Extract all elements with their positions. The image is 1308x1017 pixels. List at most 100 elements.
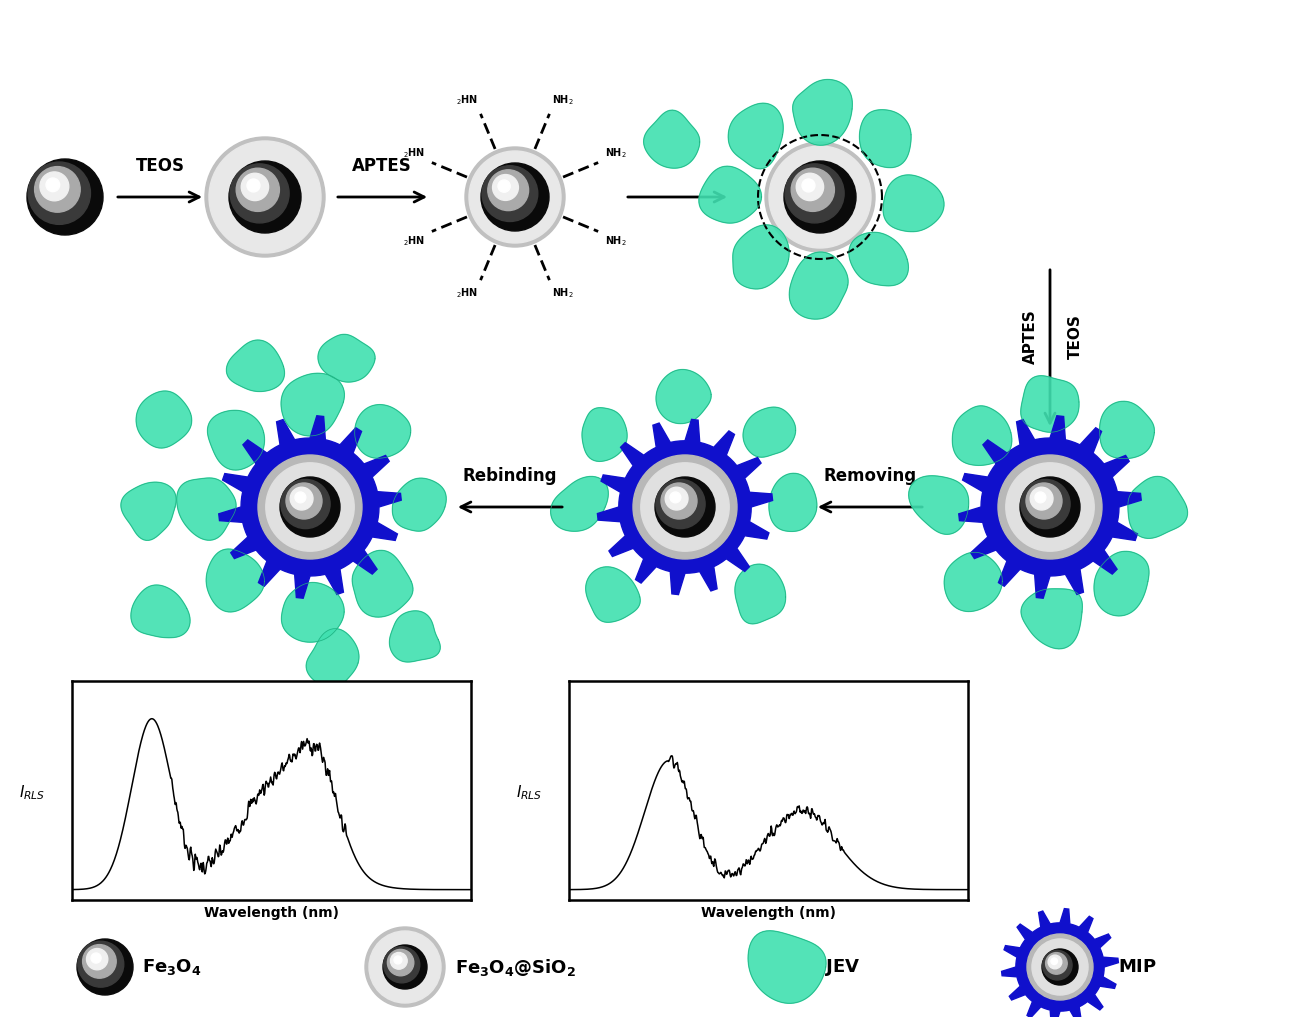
Circle shape (230, 164, 289, 223)
Polygon shape (698, 166, 761, 223)
Text: $_2$HN: $_2$HN (455, 287, 477, 300)
Circle shape (290, 487, 313, 510)
Polygon shape (657, 369, 712, 423)
Circle shape (46, 178, 60, 191)
Circle shape (641, 463, 729, 551)
Polygon shape (748, 931, 827, 1004)
Polygon shape (354, 405, 411, 459)
Circle shape (1025, 483, 1062, 519)
Polygon shape (732, 225, 789, 289)
Polygon shape (136, 391, 192, 448)
Text: Removing: Removing (824, 467, 917, 485)
Circle shape (488, 170, 528, 211)
Circle shape (266, 463, 354, 551)
Circle shape (78, 942, 124, 988)
Circle shape (41, 172, 69, 200)
Polygon shape (1093, 551, 1148, 616)
Text: $\mathbf{Fe_3O_4@SiO_2}$: $\mathbf{Fe_3O_4@SiO_2}$ (455, 957, 576, 977)
Circle shape (92, 953, 101, 963)
Polygon shape (959, 416, 1142, 598)
Polygon shape (1020, 375, 1079, 432)
Text: NH$_2$: NH$_2$ (604, 234, 627, 248)
Text: $\mathbf{JEV}$: $\mathbf{JEV}$ (825, 957, 861, 977)
Circle shape (296, 492, 306, 502)
Text: $\mathbf{MIP}$: $\mathbf{MIP}$ (1118, 958, 1158, 976)
Circle shape (483, 166, 538, 222)
Text: NH$_2$: NH$_2$ (604, 146, 627, 160)
Circle shape (481, 163, 549, 231)
Polygon shape (1022, 589, 1082, 649)
Circle shape (27, 159, 103, 235)
Circle shape (1052, 958, 1057, 964)
Y-axis label: $I_{RLS}$: $I_{RLS}$ (18, 783, 46, 801)
Ellipse shape (205, 137, 324, 257)
Circle shape (1006, 463, 1095, 551)
Circle shape (493, 175, 518, 200)
Ellipse shape (466, 147, 565, 247)
Polygon shape (793, 79, 853, 145)
Polygon shape (281, 373, 344, 436)
Circle shape (791, 168, 835, 212)
X-axis label: Wavelength (nm): Wavelength (nm) (701, 905, 836, 919)
Text: $_2$HN: $_2$HN (403, 234, 425, 248)
Ellipse shape (365, 928, 445, 1007)
Polygon shape (735, 564, 786, 623)
Circle shape (633, 455, 736, 559)
X-axis label: Wavelength (nm): Wavelength (nm) (204, 905, 339, 919)
Polygon shape (729, 103, 783, 169)
Polygon shape (909, 476, 969, 534)
Circle shape (1042, 951, 1073, 980)
Y-axis label: $I_{RLS}$: $I_{RLS}$ (515, 783, 543, 801)
Polygon shape (883, 175, 944, 232)
Polygon shape (849, 232, 908, 286)
Circle shape (258, 455, 362, 559)
Polygon shape (789, 252, 848, 319)
Circle shape (1032, 939, 1088, 995)
Text: $\mathbf{Fe_3O_4}$: $\mathbf{Fe_3O_4}$ (143, 957, 201, 977)
Text: $_2$HN: $_2$HN (455, 94, 477, 108)
Circle shape (655, 477, 715, 537)
Circle shape (655, 479, 705, 529)
Circle shape (383, 945, 426, 989)
Circle shape (1035, 492, 1046, 502)
Circle shape (1031, 487, 1053, 510)
Polygon shape (390, 611, 441, 662)
Polygon shape (120, 482, 177, 540)
Text: TEOS: TEOS (1069, 314, 1083, 359)
Circle shape (387, 950, 413, 975)
Text: APTES: APTES (352, 157, 412, 175)
Circle shape (286, 483, 322, 519)
Polygon shape (582, 408, 627, 462)
Polygon shape (944, 552, 1002, 611)
Text: APTES: APTES (1023, 309, 1039, 364)
Circle shape (1045, 953, 1067, 974)
Polygon shape (551, 477, 608, 531)
Circle shape (29, 162, 90, 225)
Polygon shape (743, 407, 795, 458)
Circle shape (1022, 479, 1070, 529)
Polygon shape (208, 410, 264, 470)
Circle shape (82, 945, 116, 978)
Circle shape (1042, 949, 1078, 985)
Circle shape (241, 173, 268, 200)
Circle shape (280, 477, 340, 537)
Ellipse shape (765, 142, 875, 252)
Circle shape (670, 492, 680, 502)
Text: TEOS: TEOS (136, 157, 184, 175)
Polygon shape (207, 549, 264, 612)
Circle shape (247, 179, 260, 192)
Polygon shape (131, 585, 190, 638)
Circle shape (785, 164, 844, 223)
Polygon shape (306, 629, 358, 689)
Ellipse shape (470, 151, 561, 243)
Circle shape (237, 168, 280, 212)
Polygon shape (177, 478, 235, 540)
Polygon shape (586, 566, 640, 622)
Polygon shape (352, 550, 413, 617)
Circle shape (281, 479, 330, 529)
Circle shape (1027, 934, 1093, 1000)
Polygon shape (859, 110, 912, 168)
Circle shape (498, 180, 510, 192)
Text: $_2$HN: $_2$HN (403, 146, 425, 160)
Circle shape (77, 939, 133, 995)
